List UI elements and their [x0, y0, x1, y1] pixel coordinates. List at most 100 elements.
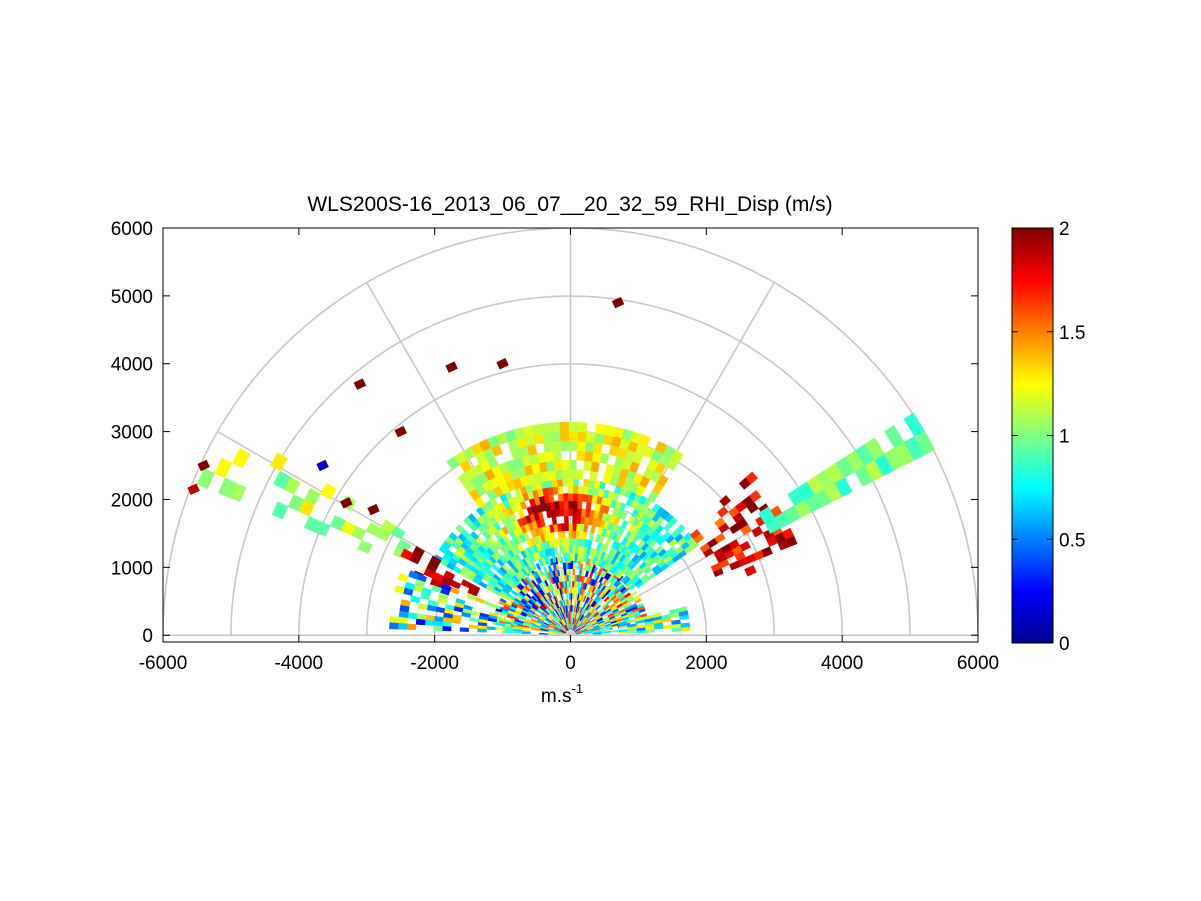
data-cell: [561, 469, 570, 480]
data-cell: [563, 552, 567, 562]
data-cell: [559, 421, 569, 433]
data-cell: [583, 460, 593, 472]
data-cell: [424, 619, 435, 626]
data-cell: [563, 515, 569, 524]
data-cell: [593, 432, 605, 445]
data-cell: [590, 461, 600, 473]
data-cell: [568, 592, 571, 600]
data-cell: [562, 562, 567, 570]
data-cells: [187, 296, 936, 635]
data-cell: [576, 515, 582, 524]
data-cell: [571, 552, 576, 561]
data-cell: [576, 500, 583, 510]
data-cell: [567, 562, 571, 569]
data-cell: [568, 523, 573, 531]
colorbar-tick-label: 1: [1059, 427, 1070, 448]
data-cell: [576, 508, 582, 517]
data-point: [394, 425, 407, 438]
x-tick-label: 4000: [821, 653, 863, 674]
y-tick-label: 5000: [111, 287, 153, 308]
data-cell: [558, 500, 565, 510]
data-cell: [551, 441, 562, 452]
data-cell: [557, 530, 563, 540]
data-cell: [584, 441, 595, 453]
data-cell: [550, 431, 561, 443]
x-tick-label: -4000: [275, 653, 324, 674]
data-cell: [592, 442, 603, 454]
data-cell: [677, 606, 688, 613]
data-cell: [389, 622, 399, 630]
data-cell: [570, 586, 573, 594]
data-cell: [585, 501, 592, 511]
data-cell: [218, 477, 236, 498]
data-cell: [407, 612, 418, 620]
data-cell: [577, 431, 587, 442]
data-cell: [554, 469, 563, 481]
data-point: [496, 357, 509, 370]
data-cell: [469, 617, 480, 623]
y-tick-label: 1000: [111, 558, 153, 579]
data-cell: [553, 460, 563, 471]
data-cell: [273, 470, 291, 490]
data-cell: [567, 478, 574, 487]
data-cell: [357, 539, 373, 554]
data-cell: [457, 472, 471, 486]
data-cell: [568, 545, 573, 554]
data-cell: [568, 431, 578, 442]
colorbar-tick-label: 1.5: [1059, 323, 1085, 344]
data-cell: [568, 530, 573, 539]
y-tick-label: 2000: [111, 490, 153, 511]
data-cell: [560, 568, 565, 576]
data-cell: [680, 622, 690, 628]
data-cell: [398, 610, 409, 619]
data-cell: [630, 590, 638, 597]
data-cell: [397, 572, 409, 583]
data-cell: [683, 532, 693, 542]
data-cell: [543, 441, 554, 453]
data-cell: [572, 500, 578, 509]
data-cell: [572, 574, 575, 582]
data-cell: [406, 623, 417, 631]
data-cell: [570, 562, 574, 569]
data-cell: [601, 628, 611, 632]
data-cell: [557, 485, 564, 495]
data-cell: [571, 537, 576, 546]
data-cell: [459, 627, 470, 632]
data-cell: [636, 602, 644, 609]
colorbar-tick-label: 0: [1059, 634, 1070, 655]
data-cell: [394, 585, 405, 594]
data-cell: [400, 548, 413, 561]
data-cell: [572, 508, 578, 517]
data-point: [197, 459, 210, 472]
plot-area: -6000 -4000 -2000 0 2000 4000 6000 0 1000 2000 300…: [111, 219, 999, 674]
data-cell: [571, 530, 577, 539]
data-cell: [541, 432, 553, 444]
data-cell: [563, 508, 569, 517]
data-cell: [568, 421, 579, 432]
data-cell: [495, 621, 506, 627]
data-cell: [575, 469, 584, 480]
data-cell: [562, 493, 569, 502]
data-cell: [571, 580, 575, 588]
data-cell: [577, 421, 588, 433]
data-point: [340, 497, 353, 509]
x-tick-label: 2000: [685, 653, 727, 674]
data-point: [744, 564, 757, 577]
data-cell: [651, 612, 662, 618]
y-tick-label: 0: [142, 626, 153, 647]
data-cell: [389, 616, 400, 624]
data-cell: [580, 515, 586, 525]
data-cell: [433, 625, 443, 631]
data-cell: [549, 422, 561, 433]
data-cell: [563, 574, 567, 582]
y-tick-label: 4000: [111, 355, 153, 376]
data-cell: [512, 630, 522, 634]
data-cell: [564, 522, 569, 532]
data-cell: [589, 470, 599, 482]
data-cell: [633, 595, 641, 602]
data-cell: [572, 562, 576, 570]
data-cell: [568, 538, 573, 546]
data-cell: [567, 485, 574, 494]
data-cell: [498, 600, 506, 606]
